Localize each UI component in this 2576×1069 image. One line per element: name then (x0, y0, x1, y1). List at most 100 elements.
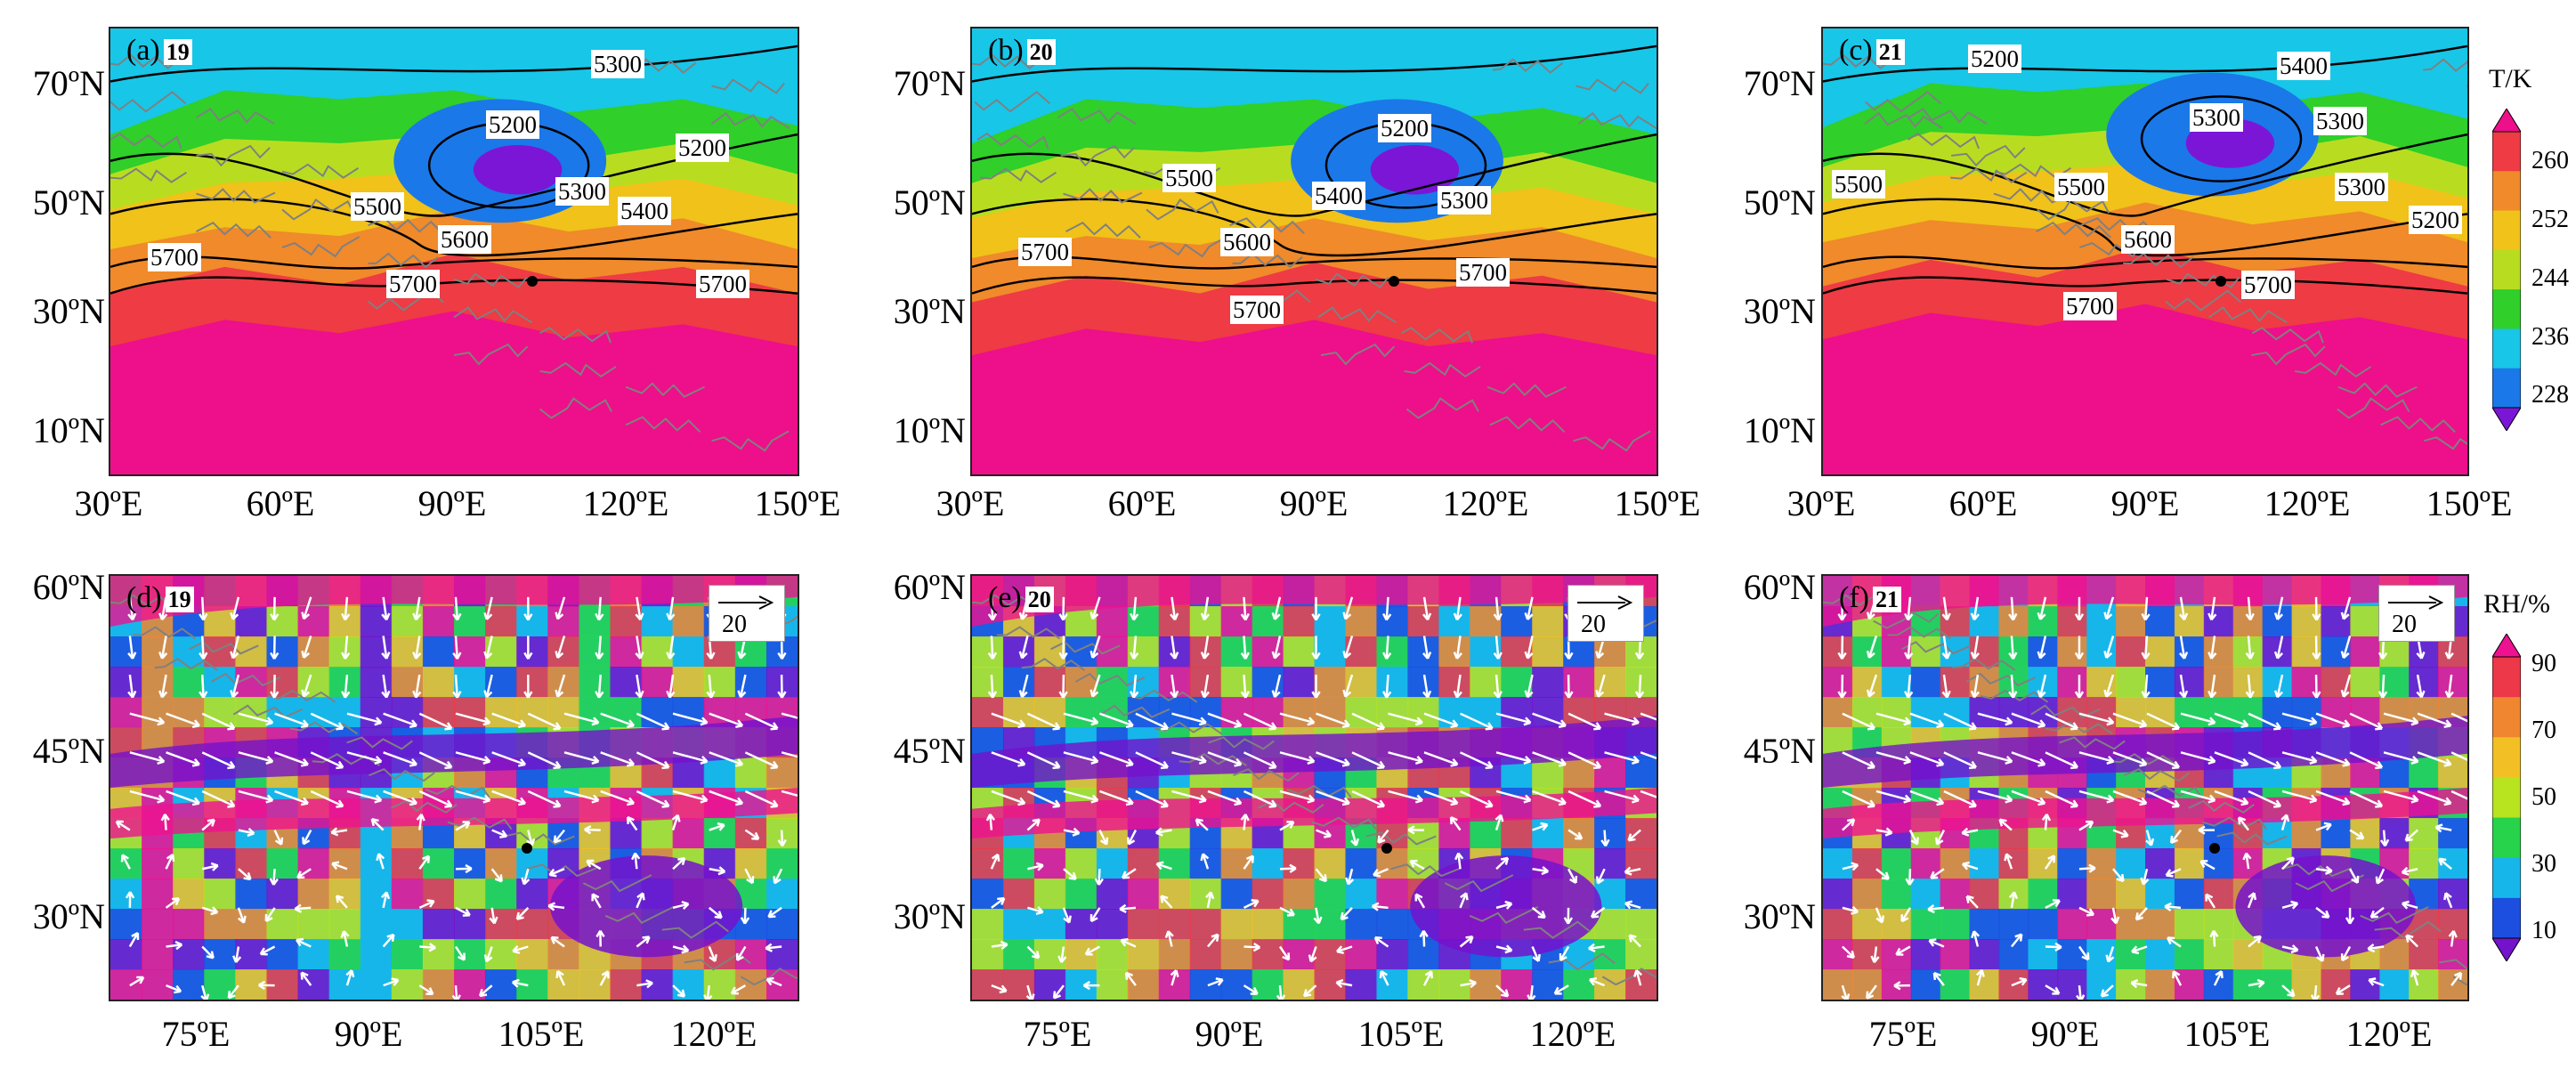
wind-arrowhead (2106, 756, 2115, 765)
lon-tick: 30ºE (936, 483, 1005, 523)
wind-arrowhead (238, 915, 247, 924)
country-border (189, 641, 259, 655)
wind-vector (1127, 830, 1138, 846)
wind-arrowhead (1632, 756, 1640, 765)
wind-vector (2143, 636, 2149, 660)
humidity-cell (1594, 757, 1627, 789)
wind-arrowhead (227, 760, 236, 770)
wind-arrowhead (518, 719, 527, 729)
contour-label: 5200 (1968, 45, 2021, 73)
wind-arrowhead (2312, 691, 2321, 699)
humidity-cell (1033, 879, 1066, 910)
humidity-cell (1625, 939, 1657, 970)
wind-vector (708, 946, 717, 962)
wind-vector (2450, 930, 2455, 947)
wind-arrowhead (1311, 613, 1321, 621)
humidity-cell (1314, 606, 1347, 637)
wind-arrowhead (1250, 986, 1259, 995)
dry-region (550, 855, 743, 958)
lat-tick: 30ºN (893, 291, 966, 331)
wind-arrowhead (2245, 652, 2255, 660)
panel-a-label: (a) 19 (126, 34, 192, 68)
wind-vector (382, 636, 388, 660)
wind-arrowhead (198, 691, 208, 699)
humidity-cell (454, 606, 487, 637)
wind-vector (343, 930, 349, 947)
wind-arrowhead (1422, 690, 1432, 699)
wind-arrowhead (1063, 915, 1072, 924)
wind-arrowhead (1234, 797, 1243, 806)
wind-vector (1567, 868, 1577, 884)
wind-vector (991, 790, 1025, 805)
country-border (1146, 198, 1219, 221)
country-border (2295, 874, 2365, 893)
humidity-cell (1345, 939, 1378, 970)
wind-arrowhead (2340, 689, 2350, 698)
wind-vector (2315, 751, 2350, 766)
wind-vector (310, 790, 344, 807)
wind-vector (1098, 869, 1101, 886)
wind-arrowhead (1240, 612, 1250, 621)
country-border (1315, 272, 1389, 288)
country-border (2452, 976, 2467, 986)
wind-arrowhead (1900, 914, 1909, 923)
temperature-colorbar-title: T/K (2489, 64, 2532, 93)
wind-vector (1273, 674, 1282, 698)
humidity-cell (734, 848, 767, 879)
wind-vector (1495, 712, 1531, 725)
lon-tick: 120ºE (670, 1014, 757, 1054)
wind-arrowhead (198, 612, 208, 621)
wind-vector (2450, 751, 2467, 762)
wind-vector (2038, 674, 2047, 698)
wind-vector (2112, 712, 2147, 727)
wind-arrowhead (700, 756, 709, 765)
wind-arrowhead (635, 652, 644, 660)
wind-vector (1942, 596, 1948, 620)
wind-vector (121, 854, 131, 870)
wind-arrowhead (1090, 611, 1099, 620)
wind-arrowhead (1052, 799, 1061, 808)
wind-arrowhead (1970, 612, 1980, 621)
wind-arrowhead (1286, 908, 1295, 917)
wind-arrowhead (1324, 830, 1333, 838)
wind-vector (1635, 969, 1642, 986)
humidity-cell (2057, 879, 2088, 910)
wind-arrowhead (2368, 977, 2377, 986)
country-border (740, 968, 798, 986)
colorbar-tick: 252 (2531, 206, 2569, 233)
wind-arrowhead (2207, 794, 2216, 804)
humidity-cell (1314, 909, 1347, 940)
wind-arrowhead (1504, 900, 1513, 910)
wind-arrowhead (2052, 986, 2061, 995)
contour-line (110, 133, 798, 217)
humidity-cell (1532, 606, 1565, 637)
wind-arrowhead (1200, 612, 1210, 621)
wind-vector (1344, 596, 1354, 620)
wind-arrowhead (737, 690, 747, 699)
wind-arrowhead (2379, 838, 2390, 847)
wind-vector (129, 712, 165, 725)
wind-vector (1351, 751, 1385, 769)
wind-vector (1459, 892, 1468, 909)
humidity-cell (2262, 636, 2293, 668)
wind-vector (1243, 751, 1277, 769)
wind-arrowhead (2145, 838, 2155, 846)
wind-vector (2146, 790, 2180, 807)
dry-band (110, 716, 798, 788)
wind-vector (1243, 984, 1259, 995)
humidity-cell (972, 879, 1004, 910)
wind-arrowhead (584, 825, 592, 835)
wind-vector (1907, 596, 1912, 620)
wind-vector (2381, 675, 2386, 698)
humidity-cell (1314, 939, 1347, 970)
wind-arrowhead (2047, 854, 2056, 863)
wind-vector (2131, 981, 2148, 987)
wind-vector (2078, 821, 2094, 831)
wind-vectors (1837, 596, 2467, 1000)
wind-arrowhead (462, 908, 471, 917)
panel-c-label: (c) 21 (1839, 34, 1905, 68)
wind-arrowhead (2172, 970, 2181, 979)
wind-arrowhead (200, 993, 210, 1000)
wind-vector (166, 984, 182, 992)
wind-arrowhead (264, 913, 273, 922)
